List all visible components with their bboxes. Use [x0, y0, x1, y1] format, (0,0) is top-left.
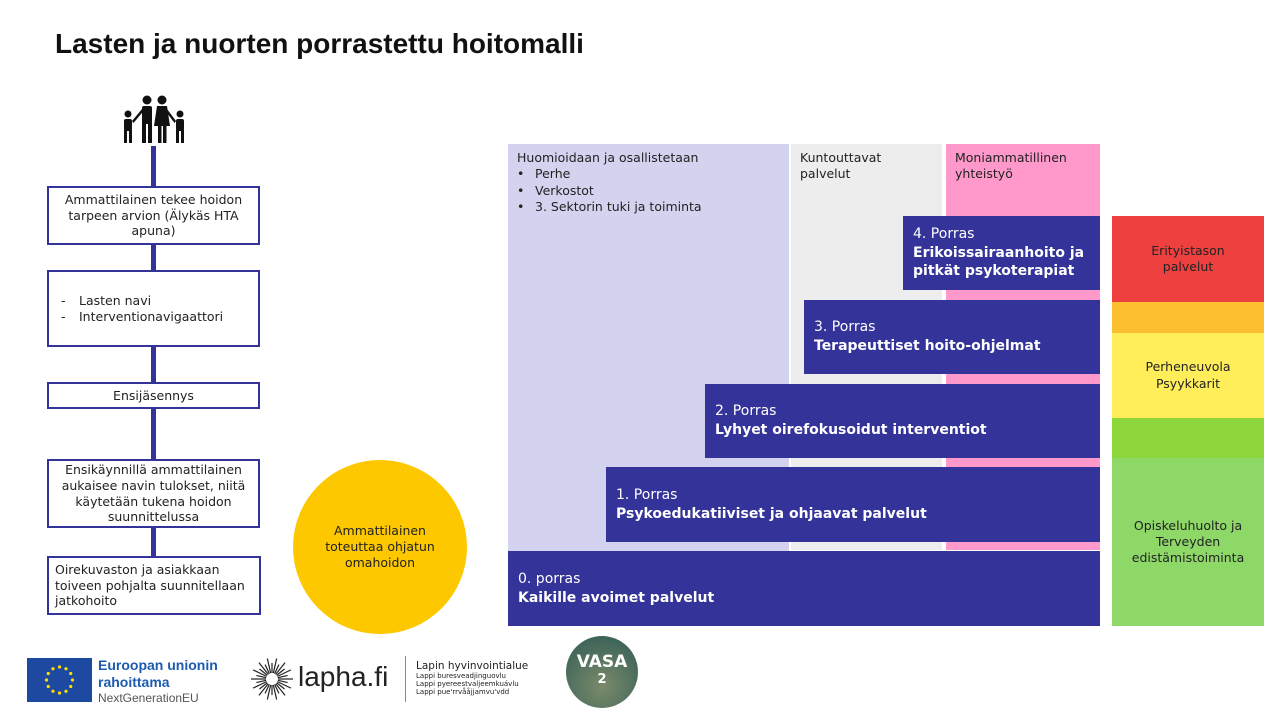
sun-ray — [277, 679, 288, 684]
sun-ray — [258, 662, 269, 675]
list-item: Lasten navi — [55, 293, 252, 309]
page-title: Lasten ja nuorten porrastettu hoitomalli — [55, 28, 584, 59]
org-sub: Lappi pyereestvaljeemkuávlu — [416, 680, 519, 689]
step-level: 1. Porras — [616, 486, 678, 503]
list-item: Interventionavigaattori — [55, 309, 252, 325]
eu-line2: rahoittama — [98, 673, 170, 690]
step-1: 1. Porras Psykoedukatiiviset ja ohjaavat … — [606, 467, 1100, 542]
step-2: 2. Porras Lyhyet oirefokusoidut intervent… — [705, 384, 1100, 458]
involve-title: Huomioidaan ja osallistetaan — [517, 150, 699, 165]
flow-line — [151, 146, 156, 558]
org-sub: Lappi pue'rrvååjjamvu'vdd — [416, 688, 510, 697]
sun-ray — [259, 682, 268, 690]
sun-ray — [277, 681, 292, 689]
sun-ray — [274, 684, 280, 694]
step-name: Terapeuttiset hoito-ohjelmat — [814, 338, 1041, 354]
sun-ray — [272, 684, 278, 700]
lapha-sun-icon — [251, 658, 293, 700]
sun-ray — [252, 681, 267, 689]
navigator-box: Lasten naviInterventionavigaattori — [47, 270, 260, 347]
list-item: 3. Sektorin tuki ja toiminta — [517, 199, 780, 215]
sun-ray — [275, 683, 286, 696]
orange-band — [1112, 302, 1264, 333]
vasa-logo: VASA 2 — [566, 636, 638, 708]
step-name: Psykoedukatiiviset ja ohjaavat palvelut — [616, 505, 927, 522]
logo-divider — [405, 656, 406, 702]
eu-star — [51, 667, 55, 671]
sun-ray — [276, 668, 285, 676]
sun-ray — [266, 658, 272, 674]
org-sub: Lappi buresveadjinguovlu — [416, 672, 506, 681]
sun-ray — [277, 674, 288, 679]
eu-star — [70, 678, 75, 682]
sun-ray — [276, 682, 285, 690]
sun-ray — [252, 669, 267, 677]
eu-star — [46, 684, 50, 689]
step-0: 0. porras Kaikille avoimet palvelut — [508, 551, 1100, 626]
list-item: Perhe — [517, 166, 780, 182]
green-band — [1112, 418, 1264, 458]
eu-logo: Euroopan unionin rahoittama NextGenerati… — [98, 657, 218, 705]
vasa-num: 2 — [597, 672, 607, 687]
eu-star — [46, 671, 50, 676]
sun-ray — [277, 669, 292, 677]
eu-star — [64, 689, 68, 693]
first-triage-box: Ensijäsennys — [47, 382, 260, 409]
special-services: Erityistason palvelut — [1112, 216, 1264, 302]
step-name: Kaikille avoimet palvelut — [518, 589, 715, 606]
eu-line3: NextGenerationEU — [98, 690, 199, 705]
eu-star — [57, 691, 62, 695]
lapha-logo: lapha.fi — [298, 661, 389, 692]
eu-star — [69, 671, 73, 676]
sun-ray — [256, 679, 267, 684]
family-services: Perheneuvola Psyykkarit — [1112, 333, 1264, 418]
lapha-org: Lapin hyvinvointialue Lappi buresveadjin… — [416, 660, 528, 696]
student-services: Opiskeluhuolto ja Terveyden edistämistoi… — [1112, 458, 1264, 626]
sun-ray — [264, 664, 270, 674]
eu-star — [51, 689, 55, 693]
list-item: Verkostot — [517, 183, 780, 199]
eu-line1: Euroopan unionin — [98, 657, 218, 673]
self-care-circle: Ammattilainen toteuttaa ohjatun omahoido… — [293, 460, 467, 634]
eu-star — [44, 678, 49, 682]
eu-flag-icon — [27, 658, 92, 702]
step-name: Erikoissairaanhoito ja pitkät psykoterap… — [913, 244, 1085, 280]
sun-ray — [264, 684, 270, 694]
first-visit-box: Ensikäynnillä ammattilainen aukaisee nav… — [47, 459, 260, 528]
eu-star — [64, 667, 68, 671]
step-level: 2. Porras — [715, 403, 777, 420]
sun-ray — [266, 684, 272, 700]
eu-star — [69, 684, 73, 689]
involve-column: Huomioidaan ja osallistetaan Perhe Verko… — [508, 144, 789, 626]
sun-ray — [259, 668, 268, 676]
family-icon — [124, 95, 184, 143]
sun-ray — [274, 664, 280, 674]
step-name: Lyhyet oirefokusoidut interventiot — [715, 422, 987, 438]
step-level: 0. porras — [518, 570, 581, 587]
sun-ray — [258, 683, 269, 696]
assessment-box: Ammattilainen tekee hoidon tarpeen arvio… — [47, 186, 260, 245]
step-4: 4. Porras Erikoissairaanhoito ja pitkät p… — [903, 216, 1100, 290]
vasa-name: VASA — [576, 652, 628, 672]
step-level: 3. Porras — [814, 319, 876, 336]
sun-ray — [256, 674, 267, 679]
step-3: 3. Porras Terapeuttiset hoito-ohjelmat — [804, 300, 1100, 374]
sun-ray — [275, 662, 286, 675]
followup-box: Oirekuvaston ja asiakkaan toiveen pohjal… — [47, 556, 261, 615]
step-level: 4. Porras — [913, 225, 975, 242]
sun-ray — [272, 658, 278, 674]
org-name: Lapin hyvinvointialue — [416, 660, 529, 672]
eu-star — [57, 665, 62, 669]
